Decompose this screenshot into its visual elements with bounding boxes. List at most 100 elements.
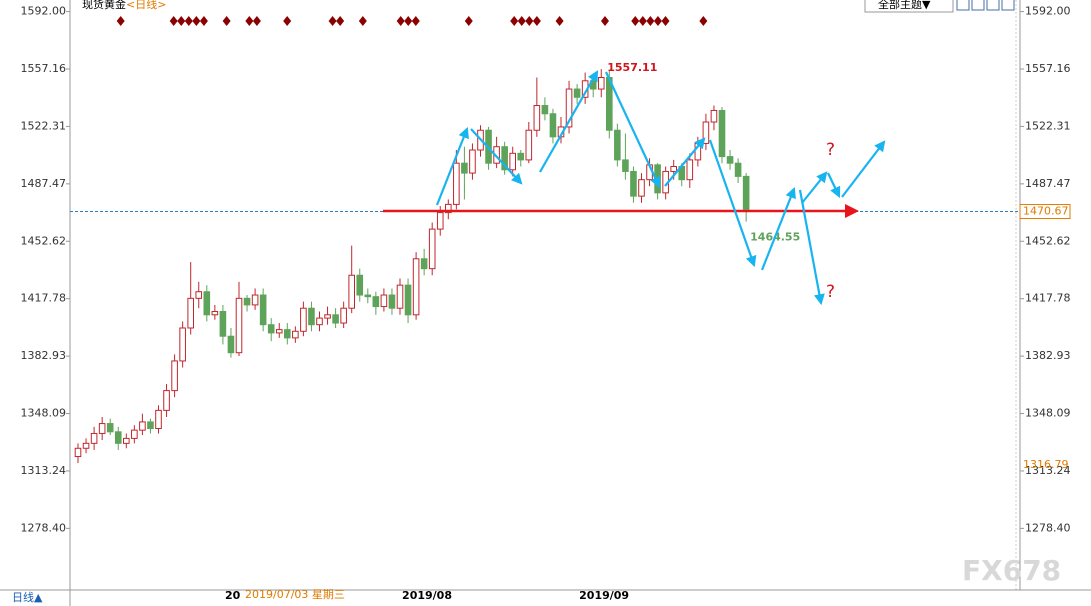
signal-marker <box>283 16 292 26</box>
signal-marker <box>411 16 420 26</box>
up-body <box>686 159 694 181</box>
up-body <box>251 294 259 306</box>
x-tick-label: 20 <box>225 589 241 602</box>
y-tick-label-right: 1452.62 <box>1025 234 1071 247</box>
signal-marker <box>525 16 534 26</box>
up-body <box>597 77 605 90</box>
down-body <box>549 113 557 138</box>
up-body <box>195 291 203 299</box>
signal-marker <box>336 16 345 26</box>
theme-button[interactable]: 全部主题▼ <box>878 0 931 11</box>
signal-marker <box>177 16 186 26</box>
up-body <box>300 307 307 332</box>
y-tick-label-right: 1522.31 <box>1025 119 1071 132</box>
y-tick-label-right: 1278.40 <box>1025 521 1071 534</box>
down-body <box>259 294 267 326</box>
signal-marker <box>600 16 609 26</box>
up-body <box>139 421 146 431</box>
y-tick-label: 1278.40 <box>21 521 67 534</box>
up-body <box>74 447 82 458</box>
signal-marker <box>404 16 413 26</box>
y-tick-label: 1313.24 <box>21 464 67 477</box>
up-body <box>428 228 436 270</box>
down-body <box>630 170 637 197</box>
up-body <box>235 297 243 354</box>
up-body <box>131 429 138 439</box>
down-body <box>404 284 412 316</box>
up-body <box>179 327 186 362</box>
signal-marker <box>328 16 337 26</box>
down-body <box>420 258 428 270</box>
signal-marker <box>396 16 405 26</box>
question-mark: ? <box>826 140 835 160</box>
signal-marker <box>199 16 208 26</box>
y-tick-label: 1417.78 <box>21 292 67 305</box>
up-body <box>702 121 710 144</box>
theme-button-box[interactable] <box>864 0 954 13</box>
down-body <box>517 152 525 161</box>
signal-marker <box>532 16 541 26</box>
down-body <box>308 307 315 326</box>
signal-marker <box>699 16 708 26</box>
down-body <box>388 294 396 309</box>
reference-price-label: 1316.79 <box>1023 458 1069 471</box>
down-body <box>718 109 726 158</box>
signal-marker <box>661 16 670 26</box>
y-tick-label: 1557.16 <box>21 62 67 75</box>
signal-marker <box>169 16 178 26</box>
y-tick-label: 1348.09 <box>21 407 67 420</box>
up-body <box>525 129 533 161</box>
up-body <box>509 152 516 171</box>
y-tick-label-right: 1592.00 <box>1025 5 1071 18</box>
up-body <box>316 317 323 326</box>
y-tick-label-right: 1313.24 <box>1025 464 1071 477</box>
up-body <box>211 311 219 316</box>
down-body <box>364 294 372 298</box>
down-body <box>356 274 364 296</box>
down-body <box>243 297 251 306</box>
y-tick-label-right: 1417.78 <box>1025 292 1071 305</box>
toolbar-icons[interactable] <box>956 0 1015 11</box>
signal-marker <box>252 16 261 26</box>
x-tick-label: 2019/08 <box>402 589 452 602</box>
down-body <box>622 159 629 172</box>
down-body <box>726 156 734 164</box>
down-body <box>106 423 114 433</box>
y-tick-label: 1452.62 <box>21 234 67 247</box>
down-body <box>114 431 122 444</box>
timeframe-button[interactable]: 日线▲ <box>12 590 43 604</box>
signal-marker <box>653 16 662 26</box>
high-label: 1557.11 <box>607 61 657 74</box>
y-tick-label: 1382.93 <box>21 349 67 362</box>
y-tick-label-right: 1348.09 <box>1025 407 1071 420</box>
signal-marker <box>555 16 564 26</box>
up-body <box>171 360 178 392</box>
signal-marker <box>358 16 367 26</box>
signal-marker <box>638 16 647 26</box>
y-tick-label-right: 1557.16 <box>1025 62 1071 75</box>
last-price-box <box>1019 204 1071 220</box>
down-body <box>541 105 549 115</box>
signal-marker <box>464 16 473 26</box>
last-price-label: 1470.67 <box>1023 205 1069 218</box>
down-body <box>372 296 380 308</box>
support-arrow <box>845 204 859 218</box>
cursor-date: 2019/07/03 星期三 <box>245 588 345 601</box>
up-body <box>453 162 460 205</box>
up-body <box>123 437 130 444</box>
up-body <box>396 284 404 309</box>
up-body <box>324 314 331 319</box>
signal-marker <box>222 16 231 26</box>
down-body <box>501 146 508 171</box>
down-body <box>461 162 468 174</box>
y-tick-label: 1487.47 <box>21 177 67 190</box>
up-body <box>187 297 194 329</box>
up-body <box>155 409 162 430</box>
down-body <box>332 314 339 324</box>
chart-title: 现货黄金 <box>82 0 126 11</box>
down-body <box>267 324 275 334</box>
y-tick-label-right: 1382.93 <box>1025 349 1071 362</box>
up-body <box>82 442 90 449</box>
